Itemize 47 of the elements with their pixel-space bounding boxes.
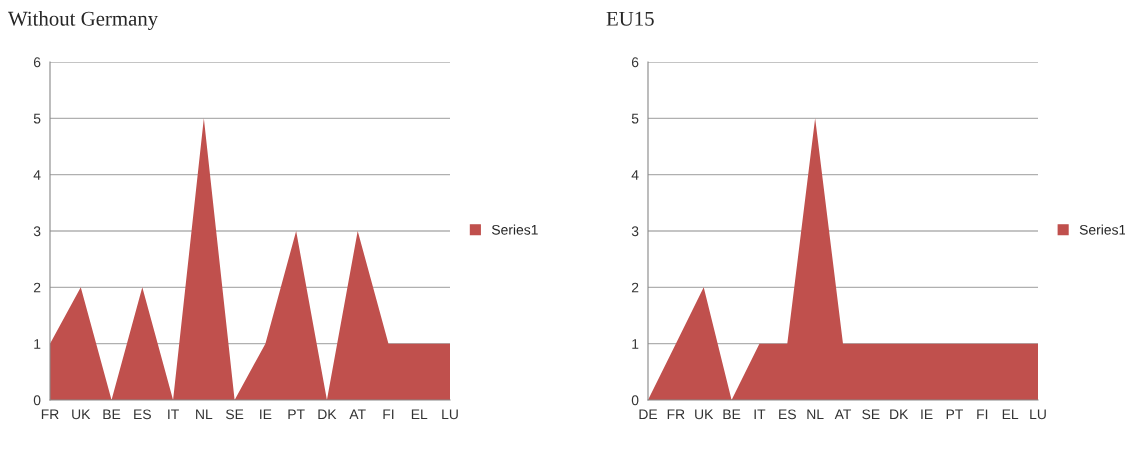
x-tick-label: NL (807, 409, 824, 420)
x-tick-label: LU (1030, 409, 1046, 420)
y-tick-label: 5 (33, 113, 41, 124)
x-tick-label: NL (196, 409, 213, 420)
y-tick-label: 5 (631, 113, 639, 124)
y-tick-label: 1 (632, 339, 639, 349)
x-tick-label: DK (890, 409, 909, 420)
x-tick-label: IT (168, 409, 179, 420)
x-tick-label: AT (834, 409, 852, 420)
y-tick-label: 0 (33, 395, 41, 406)
x-tick-label: FI (383, 409, 394, 420)
x-tick-label: BE (723, 409, 741, 420)
y-tick-label: 6 (33, 57, 41, 68)
x-tick-label: IT (754, 409, 766, 420)
x-tick-label: DK (318, 409, 337, 420)
x-tick-label: IE (260, 409, 272, 420)
x-tick-label: AT (349, 409, 366, 420)
x-tick-label: ES (779, 409, 796, 420)
x-tick-label: DE (639, 409, 658, 420)
x-tick-label: EL (1002, 409, 1019, 420)
x-tick-label: FR (41, 409, 59, 420)
y-tick-label: 0 (631, 395, 639, 406)
x-tick-label: PT (946, 409, 963, 420)
x-tick-label: SE (225, 409, 244, 420)
x-tick-label: BE (103, 409, 121, 420)
chart-title: EU15 (606, 11, 654, 26)
x-tick-label: EL (411, 409, 428, 420)
x-tick-label: ES (134, 409, 151, 420)
y-tick-label: 4 (631, 170, 639, 180)
y-tick-label: 4 (33, 170, 41, 180)
legend-label: Series1 (491, 224, 538, 235)
chart-title: Without Germany (8, 11, 159, 30)
x-tick-label: PT (288, 409, 305, 420)
y-tick-label: 6 (631, 57, 639, 68)
y-tick-label: 3 (33, 226, 41, 237)
x-tick-label: SE (862, 409, 880, 420)
y-tick-label: 2 (33, 282, 41, 293)
x-tick-label: UK (72, 409, 91, 420)
y-tick-label: 1 (34, 339, 41, 349)
x-tick-label: IE (921, 409, 933, 420)
legend-label: Series1 (1079, 224, 1125, 235)
x-tick-label: LU (442, 409, 458, 420)
y-tick-label: 3 (631, 226, 639, 237)
x-tick-label: FR (667, 409, 685, 420)
x-tick-label: UK (695, 409, 714, 420)
x-tick-label: FI (977, 409, 988, 420)
y-tick-label: 2 (631, 282, 639, 293)
